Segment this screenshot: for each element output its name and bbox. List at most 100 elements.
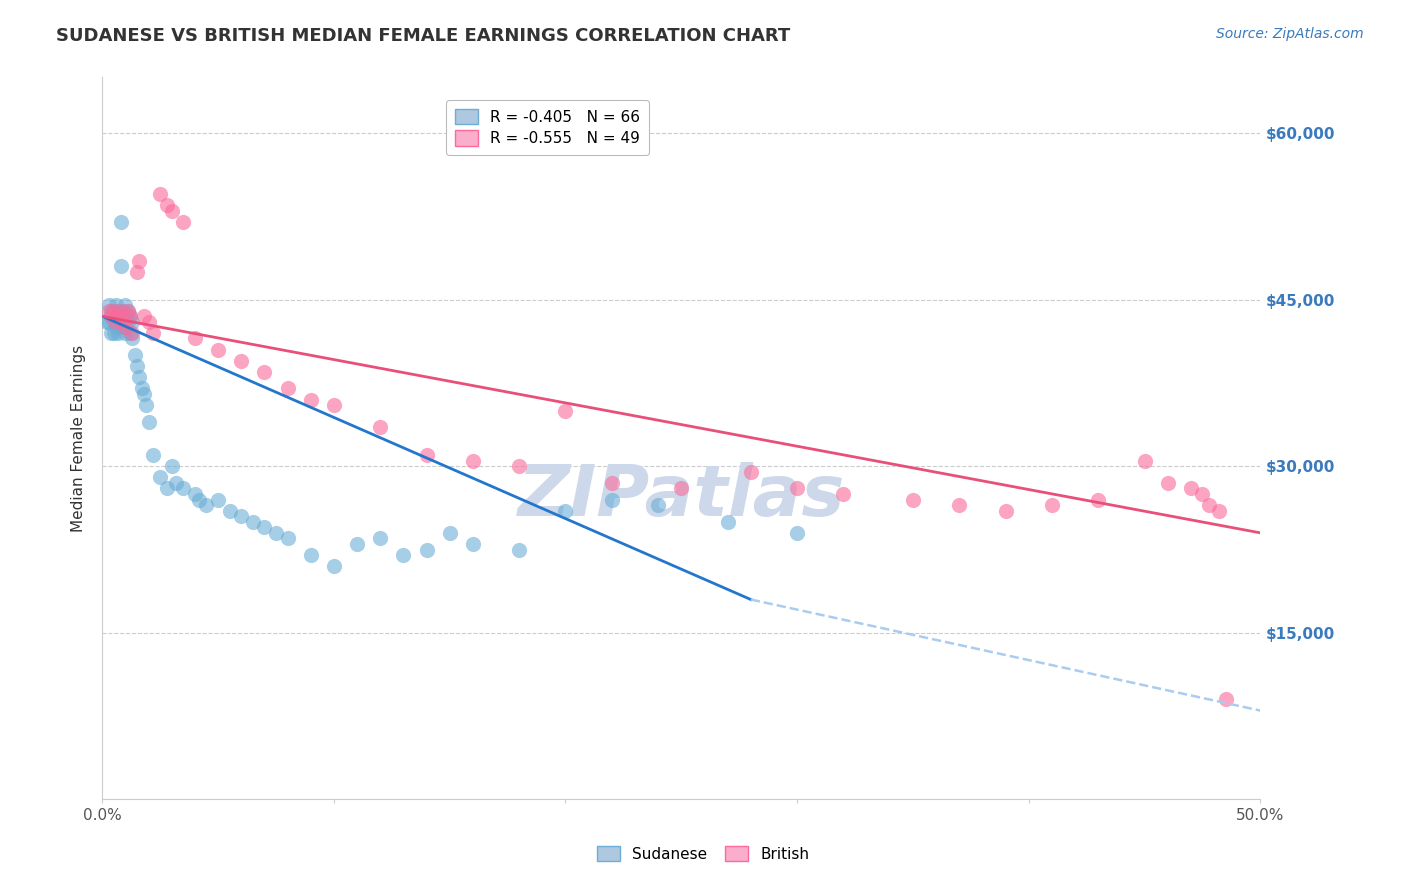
Point — [901, 492, 924, 507]
Text: Source: ZipAtlas.com: Source: ZipAtlas.com — [1216, 27, 1364, 41]
Point — [110, 315, 132, 329]
Point — [114, 315, 136, 329]
Point — [160, 203, 183, 218]
Point — [117, 303, 139, 318]
Point — [156, 198, 179, 212]
Point — [100, 310, 122, 324]
Point — [132, 387, 155, 401]
Point — [114, 298, 136, 312]
Point — [138, 415, 160, 429]
Point — [786, 482, 808, 496]
Point — [717, 515, 740, 529]
Point — [276, 532, 298, 546]
Point — [121, 326, 143, 340]
Point — [172, 482, 194, 496]
Point — [1191, 487, 1213, 501]
Point — [1215, 692, 1237, 706]
Point — [131, 381, 153, 395]
Point — [1198, 498, 1220, 512]
Point — [948, 498, 970, 512]
Point — [125, 265, 148, 279]
Point — [671, 482, 693, 496]
Point — [105, 298, 128, 312]
Point — [276, 381, 298, 395]
Point — [128, 253, 150, 268]
Point — [100, 303, 122, 318]
Point — [253, 520, 276, 534]
Point — [1208, 503, 1230, 517]
Point — [207, 492, 229, 507]
Point — [322, 398, 344, 412]
Point — [149, 187, 172, 202]
Point — [103, 303, 125, 318]
Point — [125, 359, 148, 374]
Point — [114, 320, 136, 334]
Point — [554, 403, 576, 417]
Point — [100, 326, 122, 340]
Point — [103, 303, 125, 318]
Point — [117, 315, 139, 329]
Point — [368, 420, 391, 434]
Point — [142, 326, 165, 340]
Point — [160, 459, 183, 474]
Point — [188, 492, 211, 507]
Point — [112, 303, 135, 318]
Point — [98, 315, 121, 329]
Point — [1133, 453, 1156, 467]
Point — [508, 542, 530, 557]
Point — [165, 475, 187, 490]
Point — [105, 315, 128, 329]
Point — [1180, 482, 1202, 496]
Point — [207, 343, 229, 357]
Point — [218, 503, 240, 517]
Legend: Sudanese, British: Sudanese, British — [588, 837, 818, 871]
Point — [156, 482, 179, 496]
Point — [128, 370, 150, 384]
Point — [138, 315, 160, 329]
Text: SUDANESE VS BRITISH MEDIAN FEMALE EARNINGS CORRELATION CHART: SUDANESE VS BRITISH MEDIAN FEMALE EARNIN… — [56, 27, 790, 45]
Point — [112, 320, 135, 334]
Point — [142, 448, 165, 462]
Point — [132, 310, 155, 324]
Point — [461, 537, 484, 551]
Point — [100, 310, 122, 324]
Point — [1157, 475, 1180, 490]
Point — [508, 459, 530, 474]
Point — [107, 303, 129, 318]
Point — [231, 509, 253, 524]
Point — [242, 515, 264, 529]
Point — [461, 453, 484, 467]
Point — [107, 326, 129, 340]
Point — [110, 303, 132, 318]
Point — [103, 315, 125, 329]
Point — [184, 487, 207, 501]
Point — [392, 548, 415, 562]
Point — [98, 303, 121, 318]
Y-axis label: Median Female Earnings: Median Female Earnings — [72, 345, 86, 532]
Point — [149, 470, 172, 484]
Point — [554, 503, 576, 517]
Point — [600, 492, 623, 507]
Point — [110, 260, 132, 274]
Point — [98, 298, 121, 312]
Point — [110, 215, 132, 229]
Point — [121, 315, 143, 329]
Point — [105, 310, 128, 324]
Point — [994, 503, 1017, 517]
Point — [118, 326, 141, 340]
Point — [124, 348, 146, 362]
Point — [96, 315, 118, 329]
Point — [121, 331, 143, 345]
Point — [1040, 498, 1063, 512]
Point — [195, 498, 218, 512]
Point — [114, 326, 136, 340]
Point — [415, 448, 437, 462]
Point — [118, 310, 141, 324]
Point — [231, 353, 253, 368]
Point — [415, 542, 437, 557]
Point — [346, 537, 368, 551]
Point — [786, 525, 808, 540]
Point — [832, 487, 855, 501]
Point — [135, 398, 157, 412]
Point — [264, 525, 287, 540]
